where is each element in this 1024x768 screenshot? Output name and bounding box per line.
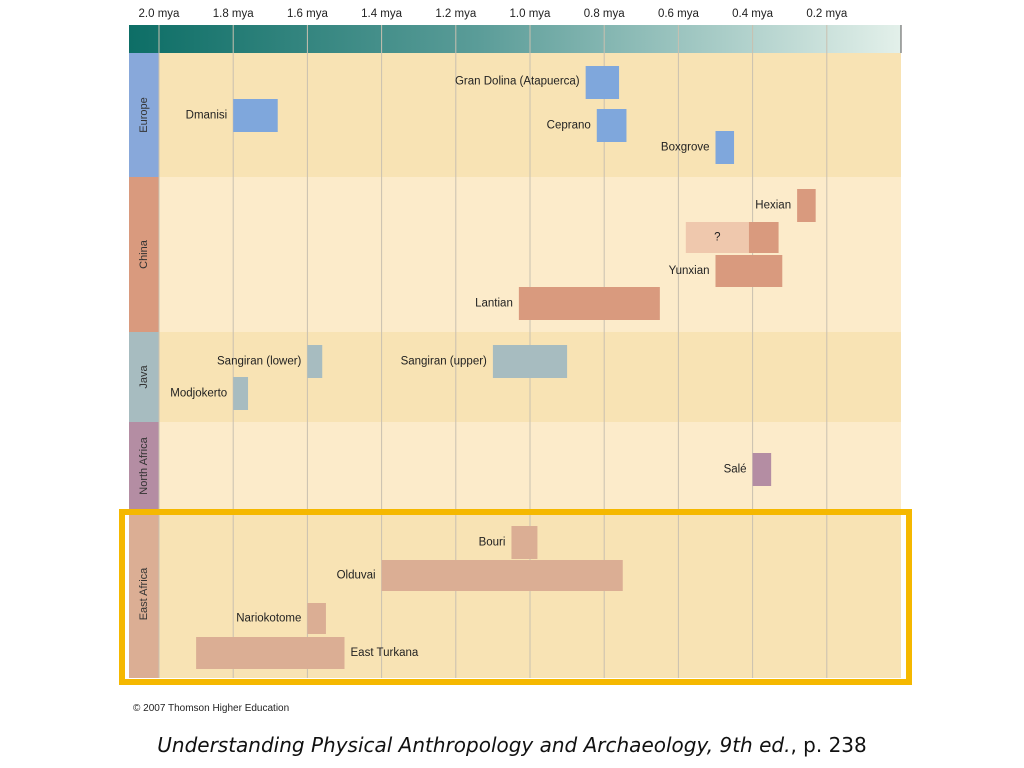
tick-label: 2.0 mya: [139, 8, 181, 20]
region-label-box: [129, 53, 159, 177]
region-label: North Africa: [138, 436, 150, 494]
region-label: China: [138, 239, 150, 269]
region-label: East Africa: [138, 567, 150, 620]
tick-label: 1.8 mya: [213, 8, 255, 20]
site-label: Olduvai: [337, 570, 376, 582]
site-label: Modjokerto: [170, 388, 227, 400]
source-caption: Understanding Physical Anthropology and …: [0, 733, 1024, 757]
tick-label: 0.8 mya: [584, 8, 626, 20]
page-reference: , p. 238: [790, 733, 867, 757]
site-label: Bouri: [479, 537, 506, 549]
region-label-box: [129, 422, 159, 510]
book-title: Understanding Physical Anthropology and …: [157, 733, 791, 757]
site-bar: [797, 189, 816, 222]
site-bar: [381, 560, 623, 591]
site-bar: [233, 99, 278, 132]
highlight-frame: [119, 509, 912, 685]
tick-label: 0.2 mya: [806, 8, 848, 20]
tick-label: 1.6 mya: [287, 8, 329, 20]
site-bar: [307, 345, 323, 378]
site-label: Lantian: [475, 298, 513, 310]
tick-label: 0.4 mya: [732, 8, 774, 20]
copyright-credit: © 2007 Thomson Higher Education: [133, 703, 290, 714]
site-bar: [596, 109, 627, 142]
site-label: Nariokotome: [236, 613, 301, 625]
site-label: East Turkana: [351, 647, 419, 659]
header-gradient-bar: [129, 25, 901, 53]
site-label: Yunxian: [669, 265, 710, 277]
site-bar: [715, 255, 783, 287]
site-bar: [685, 222, 749, 253]
site-bar: [307, 603, 326, 634]
tick-label: 1.0 mya: [510, 8, 552, 20]
highlight-border: [119, 509, 912, 685]
site-bar: [585, 66, 620, 99]
region-label: Java: [138, 365, 150, 389]
time-axis-header: [129, 25, 901, 53]
region-label-box: [129, 510, 159, 678]
region-label-box: [129, 177, 159, 332]
site-label: Boxgrove: [661, 142, 710, 154]
site-bar: [233, 377, 249, 410]
tick-label: 0.6 mya: [658, 8, 700, 20]
site-bar: [715, 131, 735, 164]
site-label: Sangiran (upper): [401, 356, 487, 368]
site-label: Salé: [724, 464, 747, 476]
tick-labels: 2.0 mya 1.8 mya 1.6 mya 1.4 mya 1.2 mya 1.0 m…: [139, 8, 848, 20]
site-label: Sangiran (lower): [217, 356, 302, 368]
site-bar: [196, 637, 345, 669]
timeline-chart: Europe China Java North Africa East Africa 2…: [119, 8, 912, 685]
site-label: Dmanisi: [186, 110, 228, 122]
site-bar: [752, 453, 772, 486]
region-label: Europe: [138, 97, 150, 132]
site-label: Hexian: [755, 200, 791, 212]
region-label-box: [129, 332, 159, 422]
site-label: Gran Dolina (Atapuerca): [455, 76, 580, 88]
site-label: Ceprano: [547, 120, 591, 132]
site-bar: [748, 222, 779, 253]
site-bars: Gran Dolina (Atapuerca) Dmanisi Ceprano Box…: [170, 66, 816, 669]
tick-label: 1.2 mya: [435, 8, 477, 20]
tick-label: 1.4 mya: [361, 8, 403, 20]
site-bar: [511, 526, 538, 559]
site-bar: [518, 287, 660, 320]
uncertain-range-label: ?: [714, 232, 720, 244]
site-bar: [492, 345, 568, 378]
